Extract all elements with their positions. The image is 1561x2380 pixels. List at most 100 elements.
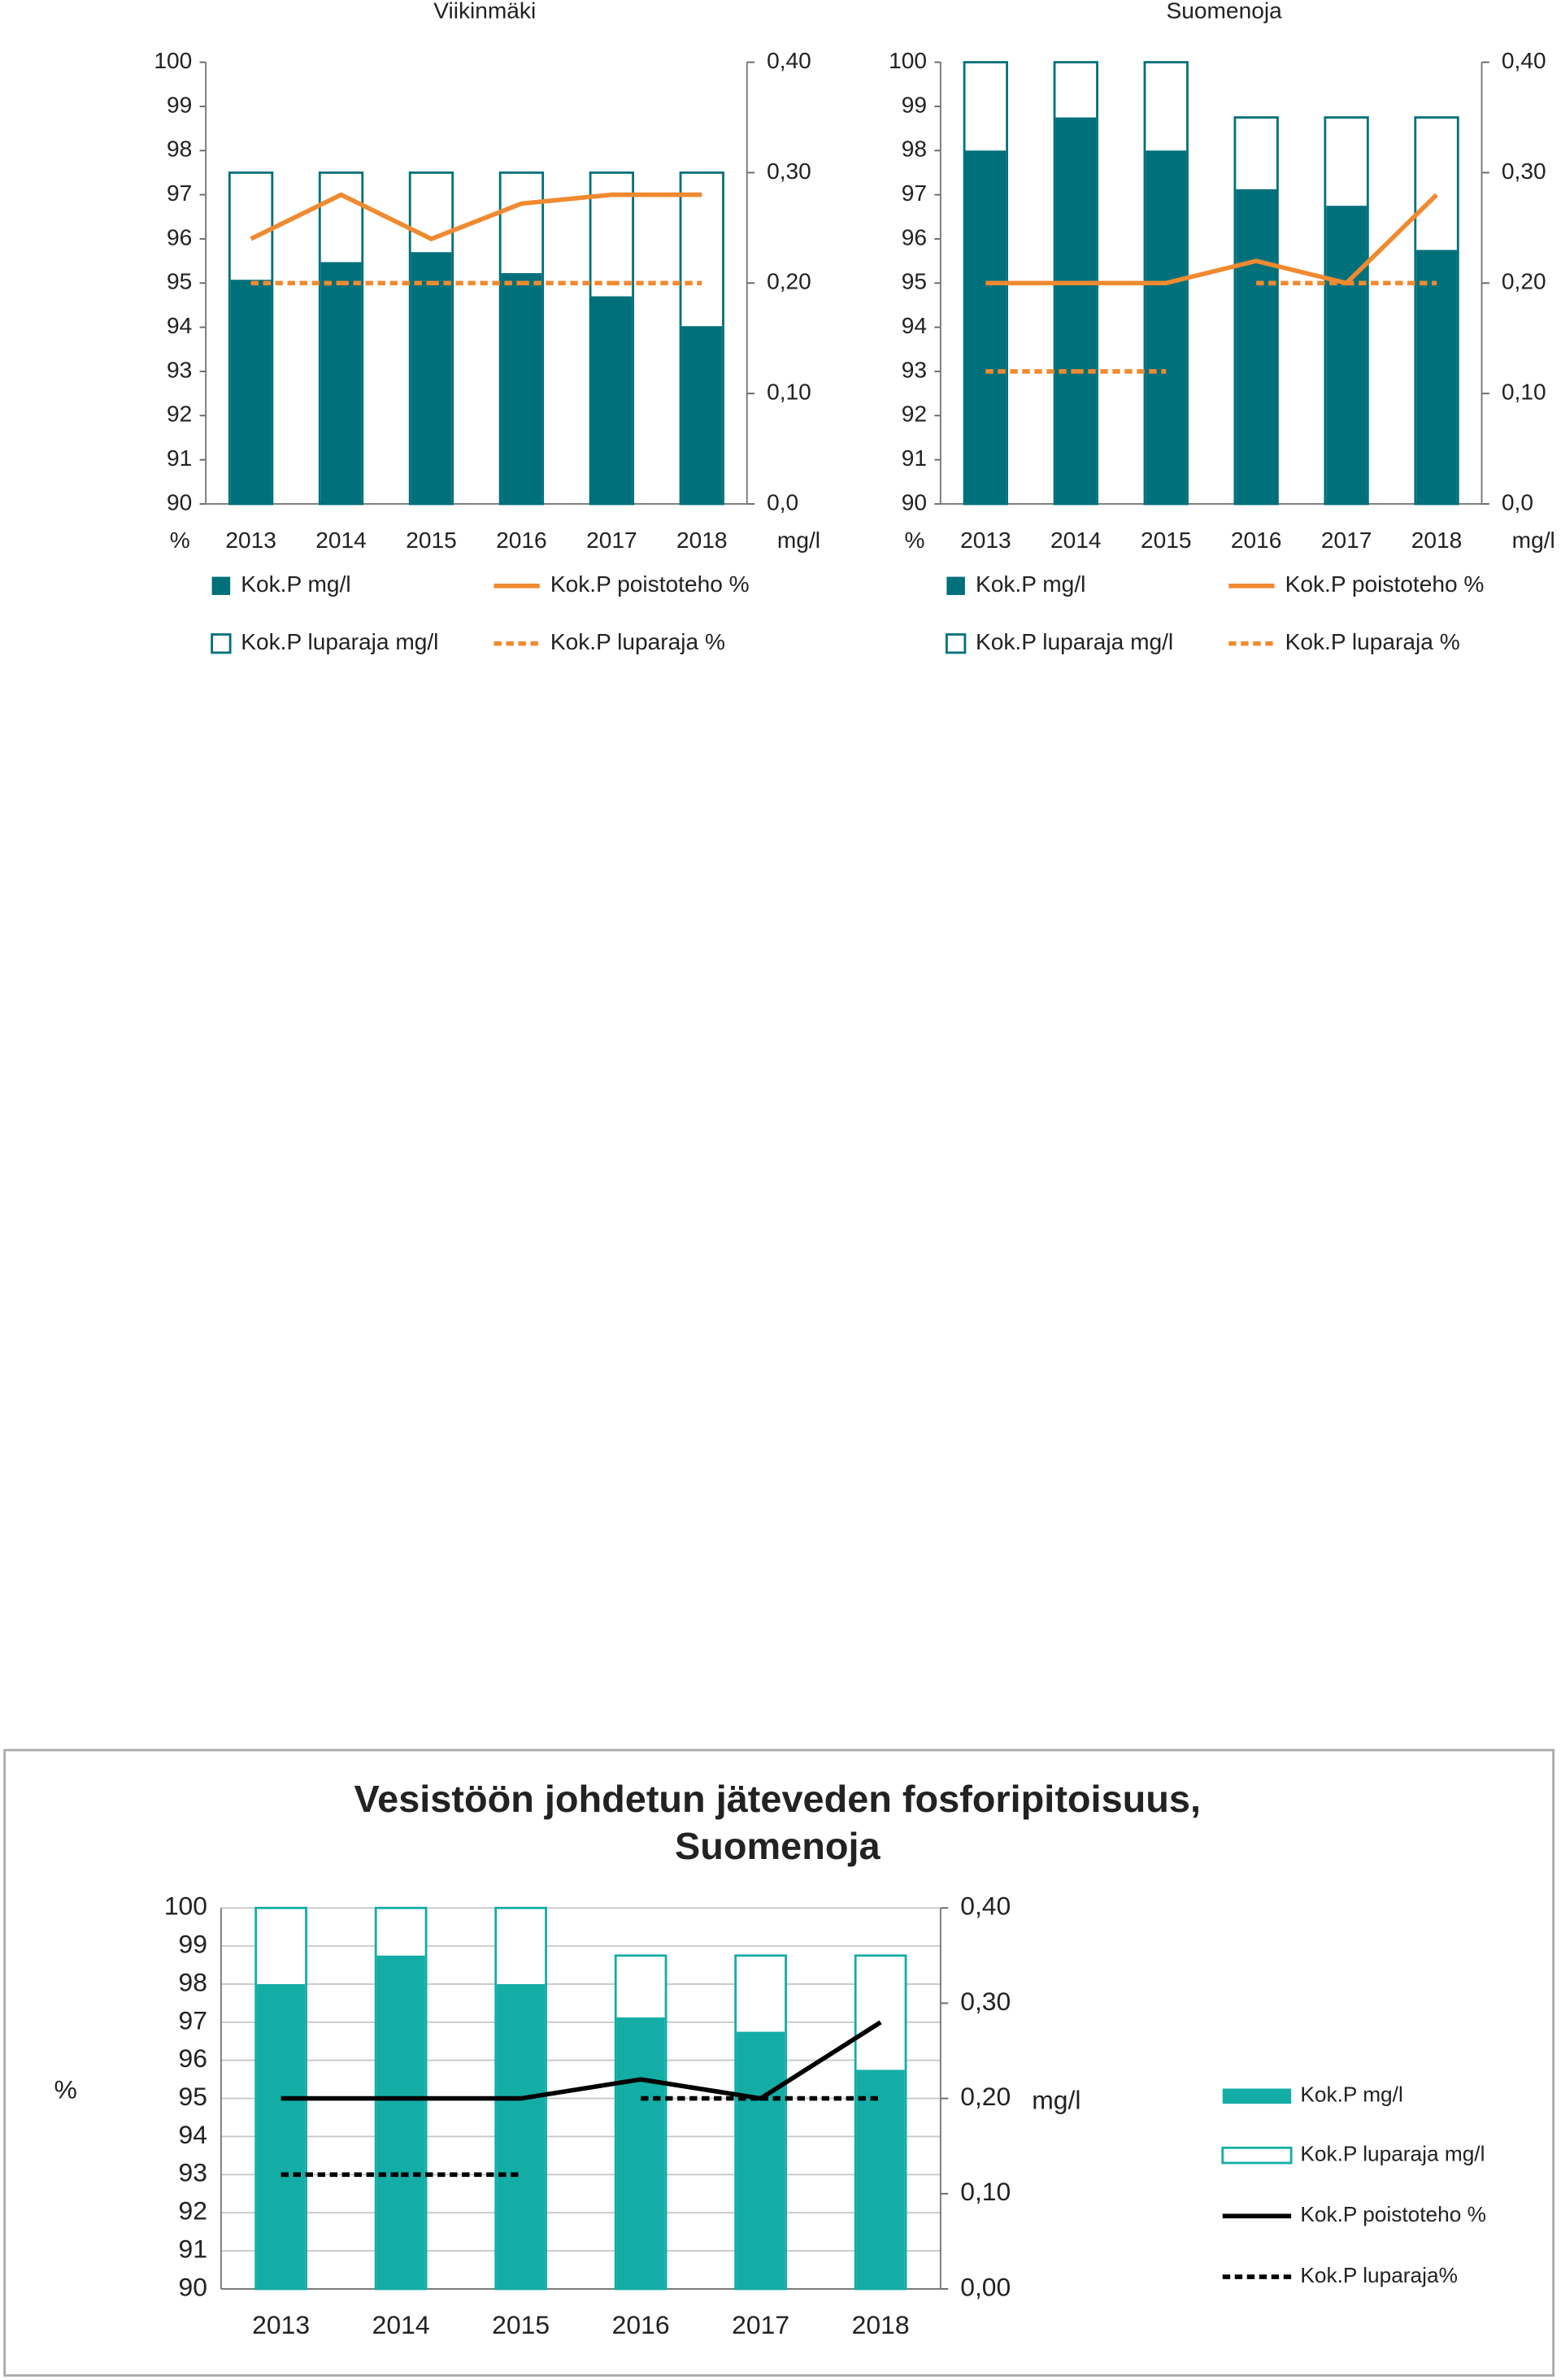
y2-axis-label: mg/l — [777, 528, 820, 553]
y-tick-label: 91 — [902, 445, 927, 471]
legend-swatch — [1222, 2088, 1292, 2104]
x-tick-label: 2016 — [612, 2310, 670, 2339]
x-tick-label: 2014 — [372, 2310, 430, 2339]
bar — [1326, 206, 1367, 504]
y2-tick-label: 0,20 — [960, 2082, 1011, 2111]
y2-tick-label: 0,10 — [960, 2177, 1011, 2206]
x-tick-label: 2017 — [732, 2310, 789, 2339]
chart-border — [3, 1748, 1555, 2377]
chart-title: Suomenoja — [675, 1825, 881, 1867]
y-tick-label: 98 — [179, 1967, 207, 1996]
y-tick-label: 96 — [902, 224, 927, 250]
y2-tick-label: 0,10 — [1502, 380, 1546, 405]
y-tick-label: 90 — [179, 2272, 207, 2301]
x-tick-label: 2013 — [225, 528, 276, 553]
chart-title: Suomenoja — [1167, 0, 1283, 23]
line — [280, 2020, 882, 2101]
y2-tick-label: 0,0 — [767, 489, 798, 515]
x-tick-label: 2013 — [252, 2310, 310, 2339]
legend-swatch — [211, 576, 231, 595]
x-tick-label: 2015 — [406, 528, 457, 553]
y-tick-label: 95 — [902, 269, 927, 294]
bar — [230, 280, 272, 504]
line — [250, 192, 702, 241]
y-tick-label: 96 — [167, 224, 192, 250]
y-tick-label: 100 — [889, 48, 927, 73]
legend-swatch — [1221, 2146, 1293, 2165]
legend-label: Kok.P mg/l — [241, 571, 350, 597]
y-tick-label: 90 — [167, 489, 192, 515]
bar — [616, 2017, 665, 2289]
legend-label: Kok.P poistoteho % — [1285, 571, 1485, 597]
y2-tick-label: 0,30 — [960, 1987, 1011, 2016]
y2-tick-label: 0,20 — [767, 269, 811, 294]
legend-label: Kok.P mg/l — [1300, 2082, 1402, 2107]
bar — [411, 252, 452, 504]
y2-tick-label: 0,0 — [1502, 489, 1533, 515]
y2-axis-label: mg/l — [1512, 528, 1555, 553]
x-tick-label: 2018 — [1411, 528, 1463, 553]
legend-label: Kok.P luparaja % — [1285, 629, 1460, 654]
x-tick-label: 2013 — [960, 528, 1011, 553]
chart-title: Vesistöön johdetun jäteveden fosforipito… — [354, 1778, 1201, 1820]
y-tick-label: 94 — [167, 313, 192, 338]
legend-label: Kok.P mg/l — [976, 571, 1085, 597]
y-tick-label: 96 — [179, 2043, 207, 2073]
bar — [1055, 117, 1097, 504]
bar — [320, 262, 362, 504]
y-tick-label: 93 — [179, 2158, 207, 2187]
x-tick-label: 2017 — [586, 528, 637, 553]
chart-title: Viikinmäki — [433, 0, 536, 23]
y-tick-label: 97 — [179, 2005, 207, 2035]
y2-tick-label: 0,30 — [767, 159, 811, 184]
bar — [376, 1955, 425, 2289]
bar — [737, 2031, 785, 2289]
legend-swatch — [945, 633, 967, 654]
y2-tick-label: 0,30 — [1502, 159, 1546, 184]
y-tick-label: 99 — [167, 92, 192, 117]
x-tick-label: 2016 — [496, 528, 547, 553]
legend-label: Kok.P luparaja mg/l — [976, 629, 1173, 654]
y-tick-label: 90 — [902, 489, 927, 515]
x-tick-label: 2017 — [1321, 528, 1372, 553]
y-tick-label: 93 — [167, 357, 192, 382]
y-tick-label: 100 — [164, 1891, 207, 1921]
bar — [1416, 250, 1457, 504]
bar — [497, 1983, 546, 2289]
legend-label: Kok.P luparaja % — [550, 629, 725, 654]
y-axis-label: % — [170, 528, 190, 553]
y-tick-label: 94 — [902, 313, 927, 338]
legend-label: Kok.P luparaja mg/l — [241, 629, 438, 654]
y2-tick-label: 0,10 — [767, 380, 811, 405]
y-tick-label: 97 — [167, 180, 192, 206]
bar — [257, 1983, 306, 2289]
x-tick-label: 2018 — [852, 2310, 910, 2339]
x-tick-label: 2015 — [1141, 528, 1192, 553]
x-tick-label: 2014 — [1050, 528, 1102, 553]
legend-label: Kok.P luparaja% — [1300, 2263, 1458, 2287]
bar — [1146, 150, 1187, 504]
x-tick-label: 2018 — [676, 528, 728, 553]
legend-label: Kok.P poistoteho % — [550, 571, 750, 597]
y-tick-label: 91 — [167, 445, 192, 471]
y-tick-label: 94 — [179, 2120, 207, 2149]
bar — [1236, 189, 1276, 504]
y2-tick-label: 0,00 — [960, 2272, 1011, 2301]
y-axis-label: % — [904, 528, 924, 553]
bar — [681, 326, 723, 504]
y-tick-label: 99 — [179, 1930, 207, 1959]
y-tick-label: 93 — [902, 357, 927, 382]
y-tick-label: 98 — [902, 137, 927, 162]
bar — [591, 296, 633, 504]
y-tick-label: 95 — [179, 2082, 207, 2111]
y-tick-label: 98 — [167, 137, 192, 162]
legend-swatch — [211, 633, 232, 654]
y2-tick-label: 0,20 — [1502, 269, 1546, 294]
y2-tick-label: 0,40 — [960, 1891, 1011, 1921]
y-tick-label: 99 — [902, 92, 927, 117]
bar — [965, 150, 1007, 504]
y2-tick-label: 0,40 — [1502, 48, 1546, 73]
y-tick-label: 91 — [179, 2235, 207, 2264]
y-tick-label: 92 — [179, 2196, 207, 2226]
